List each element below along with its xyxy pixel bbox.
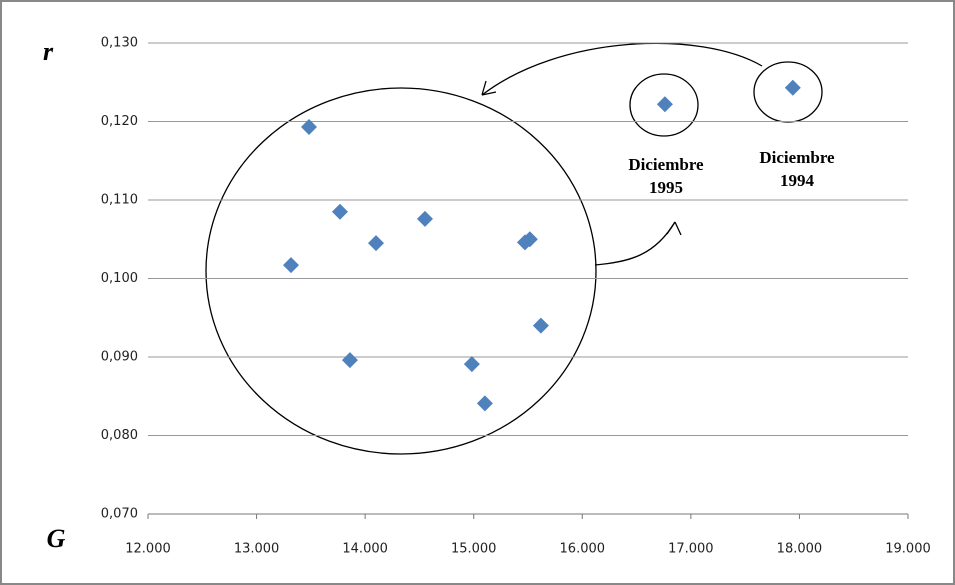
point: [368, 235, 384, 252]
point: [784, 79, 801, 96]
arrowhead: [481, 80, 497, 96]
arrowhead: [666, 221, 682, 236]
highlight-circle: [629, 73, 699, 137]
x-axis-label: G: [47, 524, 66, 553]
x-tick-label: 17.000: [668, 542, 714, 557]
x-tick-label: 12.000: [125, 542, 171, 557]
annotation: 1994: [780, 171, 815, 190]
y-tick-label: 0,130: [101, 36, 138, 51]
x-tick-label: 13.000: [234, 542, 280, 557]
x-tick-label: 15.000: [451, 542, 497, 557]
y-tick-label: 0,070: [101, 507, 138, 522]
point: [331, 203, 348, 220]
y-tick-label: 0,120: [101, 114, 138, 129]
x-tick-label: 19.000: [885, 542, 931, 557]
annotation: Diciembre: [759, 148, 835, 167]
y-axis-label: r: [43, 37, 54, 66]
x-tick-label: 16.000: [560, 542, 606, 557]
cluster-circle: [205, 87, 597, 455]
y-tick-label: 0,080: [101, 428, 138, 443]
y-tick-label: 0,090: [101, 350, 138, 365]
point: [532, 317, 549, 334]
point: [341, 352, 358, 369]
point: [476, 395, 493, 412]
point: [301, 118, 318, 135]
annotation: 1995: [649, 178, 683, 197]
arrow: [481, 42, 763, 96]
point: [416, 210, 433, 227]
x-tick-label: 18.000: [777, 542, 823, 557]
y-tick-label: 0,110: [101, 193, 138, 208]
point: [521, 231, 538, 248]
point: [463, 356, 480, 373]
point: [282, 257, 299, 274]
callouts: [205, 42, 823, 455]
point: [656, 96, 673, 113]
x-tick-label: 14.000: [342, 542, 388, 557]
annotation: Diciembre: [628, 155, 704, 174]
y-tick-label: 0,100: [101, 271, 138, 286]
